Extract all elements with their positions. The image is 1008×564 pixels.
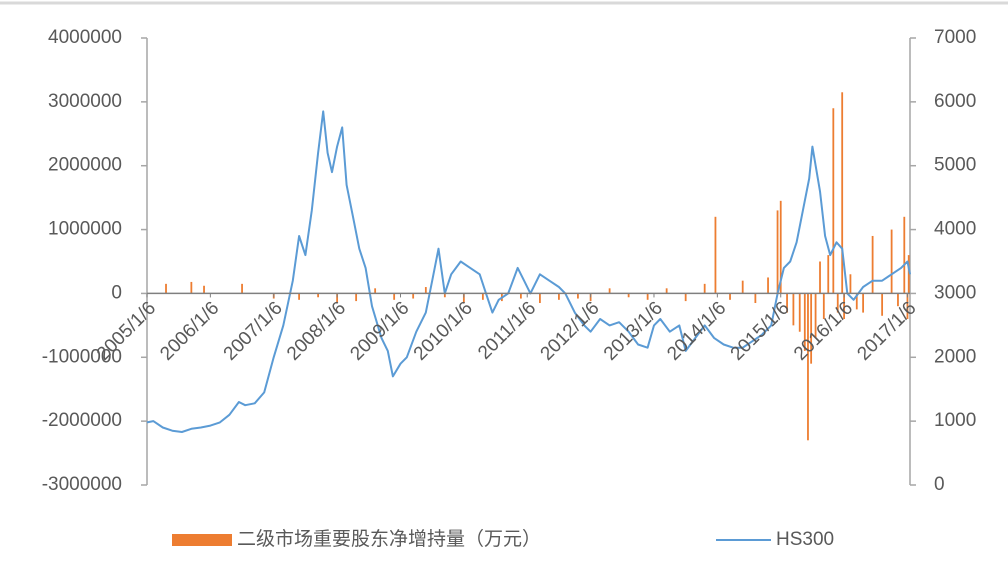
bar (843, 293, 845, 319)
bar (519, 293, 522, 299)
y2-tick-label: 5000 (934, 155, 976, 176)
bar (393, 293, 396, 300)
bar (298, 293, 300, 300)
legend-swatch (172, 534, 232, 546)
bar (849, 274, 852, 294)
y2-tick-label: 3000 (934, 282, 976, 303)
y-tick-label: 0 (111, 282, 122, 303)
bar (803, 293, 806, 351)
bar (481, 293, 484, 300)
bar (822, 293, 825, 319)
y-tick-label: -1000000 (42, 346, 122, 367)
bar (646, 293, 649, 300)
line (146, 110, 911, 433)
bar (539, 293, 541, 304)
bar (792, 293, 795, 326)
bar (832, 108, 835, 294)
bar (355, 293, 358, 302)
bar (890, 229, 893, 294)
bar (684, 293, 687, 302)
bar (871, 235, 874, 294)
y2-tick-label: 7000 (934, 27, 976, 48)
bar (241, 283, 243, 294)
bar (907, 255, 910, 294)
bar (903, 216, 906, 294)
bar (819, 261, 821, 294)
bar (862, 293, 865, 313)
bar (881, 293, 884, 316)
y-tick-label: 1000000 (48, 219, 122, 240)
y-tick-label: -3000000 (42, 474, 122, 495)
bar (165, 283, 167, 294)
bar (729, 293, 731, 300)
bar (814, 293, 817, 339)
bar (627, 293, 630, 298)
bar (608, 288, 611, 294)
bar (714, 216, 717, 294)
y2-tick-label: 4000 (934, 219, 976, 240)
bar (779, 200, 782, 294)
y2-tick-label: 6000 (934, 91, 976, 112)
bar (855, 293, 858, 310)
bar (462, 293, 465, 304)
bar (810, 293, 813, 364)
bar (190, 281, 193, 294)
y-tick-label: 3000000 (48, 91, 122, 112)
y2-tick-label: 0 (934, 474, 945, 495)
bar (443, 293, 446, 298)
bar (836, 293, 839, 313)
bar (412, 293, 415, 299)
bar (203, 285, 205, 294)
bar (841, 92, 844, 294)
bar (317, 293, 320, 298)
bar (767, 277, 769, 294)
bar (807, 293, 809, 441)
bar (424, 287, 427, 294)
bar (336, 293, 339, 304)
bar (374, 288, 377, 294)
bar (741, 280, 744, 294)
bar (558, 293, 560, 300)
bar (897, 293, 899, 307)
bar (906, 293, 909, 319)
bar (786, 293, 788, 313)
bar (776, 210, 779, 294)
legend-label: HS300 (776, 529, 834, 550)
y-tick-label: -2000000 (42, 410, 122, 431)
y2-tick-label: 1000 (934, 410, 976, 431)
bar (798, 293, 801, 332)
bar (827, 255, 830, 294)
bar (703, 283, 706, 294)
y2-tick-label: 2000 (934, 346, 976, 367)
bar (754, 293, 757, 304)
legend-label: 二级市场重要股东净增持量（万元） (237, 528, 541, 550)
bar (665, 288, 668, 294)
y-tick-label: 4000000 (48, 27, 122, 48)
y-tick-label: 2000000 (48, 155, 122, 176)
bar (577, 293, 579, 299)
